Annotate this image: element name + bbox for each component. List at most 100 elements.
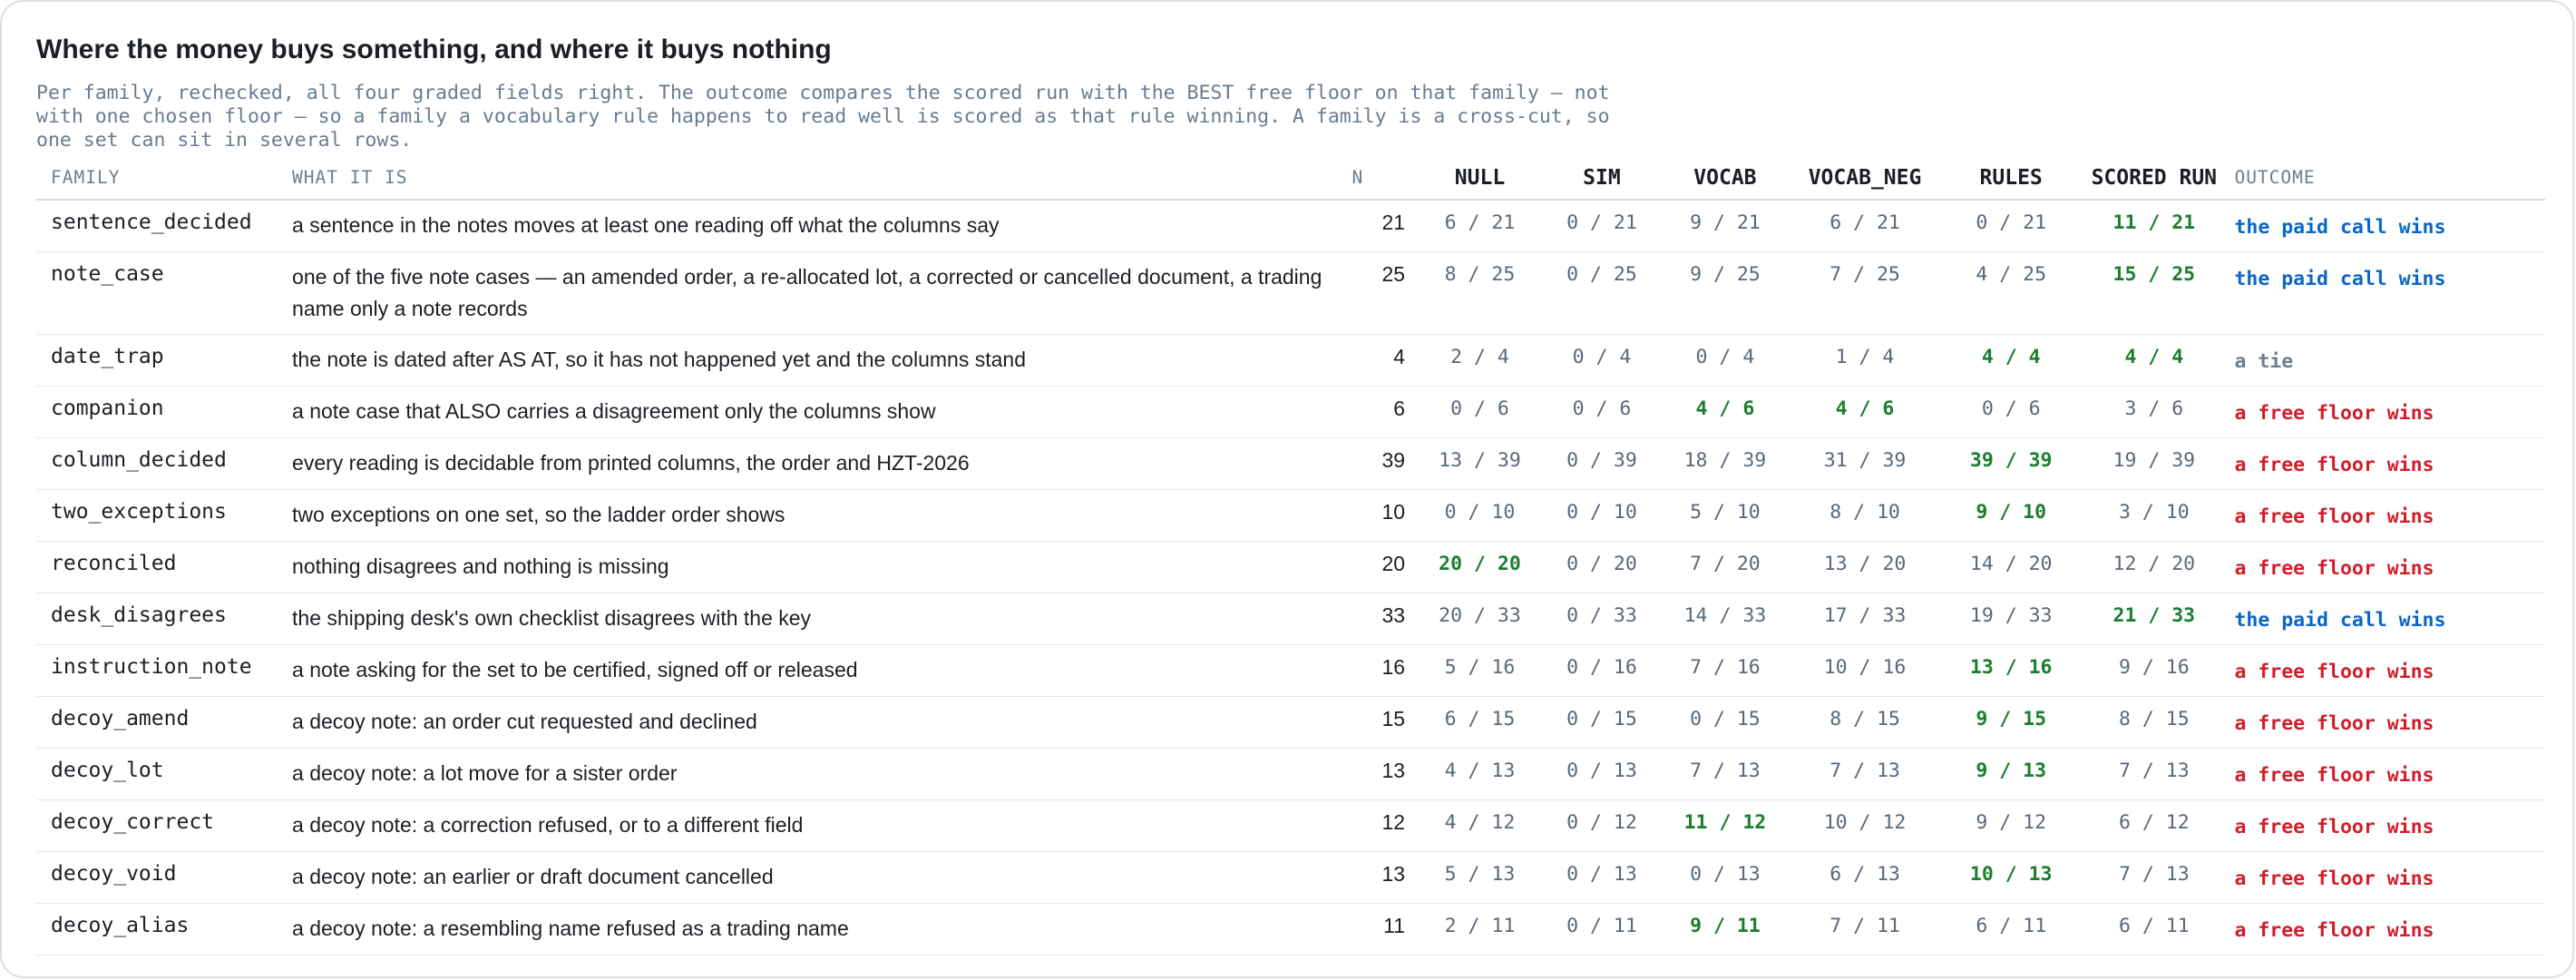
outcome-cell: a tie (2234, 350, 2294, 373)
family-cell: decoy_correct (51, 810, 215, 834)
outcome-cell: the paid call wins (2234, 268, 2446, 290)
column-header-null: NULL (1425, 156, 1535, 201)
scored-run-cell: 3 / 6 (2124, 397, 2184, 420)
null-cell: 5 / 13 (1444, 863, 1516, 886)
n-cell: 20 (1381, 552, 1406, 575)
table-row: two_exceptions two exceptions on one set,… (36, 490, 2545, 542)
n-cell: 21 (1381, 211, 1406, 234)
family-cell: decoy_amend (51, 707, 190, 730)
table-row: decoy_correct a decoy note: a correction … (36, 800, 2545, 852)
family-cell: companion (51, 397, 164, 420)
outcome-cell: a free floor wins (2234, 712, 2435, 735)
scored-run-cell: 7 / 13 (2118, 760, 2190, 782)
family-cell: two_exceptions (51, 500, 227, 524)
n-cell: 11 (1383, 914, 1406, 937)
table-row: reconciled nothing disagrees and nothing … (36, 542, 2545, 593)
scored-run-cell: 12 / 20 (2113, 553, 2196, 575)
table-row: desk_disagrees the shipping desk's own ch… (36, 593, 2545, 645)
sim-cell: 0 / 39 (1566, 449, 1637, 472)
description-cell: a note case that ALSO carries a disagree… (292, 399, 936, 423)
page-title: Where the money buys something, and wher… (36, 34, 832, 64)
vocab-neg-cell: 6 / 13 (1830, 863, 1900, 886)
scored-run-cell: 21 / 33 (2113, 604, 2196, 627)
family-cell: instruction_note (51, 655, 252, 679)
n-cell: 13 (1381, 759, 1406, 782)
scored-run-cell: 4 / 4 (2124, 346, 2184, 368)
sim-cell: 0 / 13 (1566, 760, 1637, 782)
outcome-cell: a free floor wins (2234, 764, 2435, 787)
outcome-cell: a free floor wins (2234, 919, 2435, 942)
table-row: companion a note case that ALSO carries a… (36, 387, 2545, 438)
rules-cell: 13 / 16 (1969, 656, 2053, 679)
vocab-neg-cell: 7 / 25 (1830, 263, 1900, 286)
family-cell: decoy_alias (51, 914, 190, 937)
family-cell: date_trap (51, 345, 164, 368)
description-cell: a note asking for the set to be certifie… (292, 658, 858, 681)
column-header-what: WHAT IT IS (292, 156, 1352, 201)
null-cell: 0 / 6 (1450, 397, 1509, 420)
rules-cell: 0 / 6 (1981, 397, 2041, 420)
sim-cell: 0 / 12 (1566, 811, 1637, 834)
outcome-cell: a free floor wins (2234, 816, 2435, 838)
column-header-sim: SIM (1534, 156, 1669, 201)
outcome-cell: a free floor wins (2234, 557, 2435, 580)
outcome-cell: a free floor wins (2234, 454, 2435, 476)
description-cell: one of the five note cases — an amended … (292, 265, 1322, 320)
scored-run-cell: 15 / 25 (2113, 263, 2196, 286)
rules-cell: 9 / 15 (1976, 708, 2047, 730)
table-row: decoy_lot a decoy note: a lot move for a … (36, 749, 2545, 800)
table-row: instruction_note a note asking for the se… (36, 645, 2545, 697)
sim-cell: 0 / 4 (1572, 346, 1632, 368)
rules-cell: 6 / 11 (1976, 915, 2047, 937)
outcome-cell: a free floor wins (2234, 402, 2435, 425)
scored-run-cell: 11 / 21 (2113, 211, 2196, 234)
null-cell: 4 / 13 (1444, 760, 1516, 782)
sim-cell: 0 / 10 (1566, 501, 1637, 524)
description-cell: a decoy note: an order cut requested and… (292, 710, 757, 733)
family-cell: desk_disagrees (51, 603, 227, 627)
n-cell: 13 (1381, 862, 1406, 886)
vocab-neg-cell: 6 / 21 (1830, 211, 1900, 234)
family-results-table: FAMILY WHAT IT IS N NULL SIM VOCAB VOCAB… (36, 156, 2545, 956)
null-cell: 20 / 20 (1439, 553, 1521, 575)
scored-run-cell: 6 / 12 (2118, 811, 2190, 834)
rules-cell: 19 / 33 (1969, 604, 2053, 627)
outcome-cell: a free floor wins (2234, 505, 2435, 528)
outcome-cell: the paid call wins (2234, 609, 2446, 632)
table-row: decoy_alias a decoy note: a resembling na… (36, 904, 2545, 956)
scored-run-cell: 3 / 10 (2118, 501, 2190, 524)
vocab-cell: 0 / 4 (1695, 346, 1755, 368)
vocab-neg-cell: 7 / 13 (1830, 760, 1900, 782)
column-header-outcome: OUTCOME (2234, 156, 2545, 201)
vocab-cell: 7 / 16 (1690, 656, 1761, 679)
description-cell: two exceptions on one set, so the ladder… (292, 503, 785, 526)
null-cell: 5 / 16 (1444, 656, 1516, 679)
null-cell: 4 / 12 (1444, 811, 1516, 834)
table-header-row: FAMILY WHAT IT IS N NULL SIM VOCAB VOCAB… (36, 156, 2545, 201)
rules-cell: 14 / 20 (1969, 553, 2053, 575)
vocab-neg-cell: 31 / 39 (1823, 449, 1907, 472)
column-header-vocab-neg: VOCAB_NEG (1781, 156, 1949, 201)
rules-cell: 9 / 10 (1976, 501, 2047, 524)
rules-cell: 39 / 39 (1969, 449, 2053, 472)
vocab-neg-cell: 1 / 4 (1835, 346, 1895, 368)
scored-run-cell: 6 / 11 (2118, 915, 2190, 937)
rules-cell: 0 / 21 (1976, 211, 2047, 234)
n-cell: 12 (1381, 810, 1406, 834)
vocab-cell: 9 / 25 (1690, 263, 1761, 286)
scored-run-cell: 7 / 13 (2118, 863, 2190, 886)
description-cell: a decoy note: a lot move for a sister or… (292, 761, 678, 785)
sim-cell: 0 / 15 (1566, 708, 1637, 730)
table-row: note_case one of the five note cases — an… (36, 252, 2545, 335)
n-cell: 39 (1381, 448, 1406, 472)
table-row: date_trap the note is dated after AS AT, … (36, 335, 2545, 387)
null-cell: 0 / 10 (1444, 501, 1516, 524)
null-cell: 6 / 21 (1444, 211, 1516, 234)
n-cell: 33 (1381, 603, 1406, 627)
scored-run-cell: 8 / 15 (2118, 708, 2190, 730)
outcome-cell: a free floor wins (2234, 867, 2435, 890)
vocab-cell: 14 / 33 (1683, 604, 1767, 627)
outcome-cell: a free floor wins (2234, 661, 2435, 683)
null-cell: 2 / 11 (1444, 915, 1516, 937)
n-cell: 25 (1381, 262, 1406, 286)
